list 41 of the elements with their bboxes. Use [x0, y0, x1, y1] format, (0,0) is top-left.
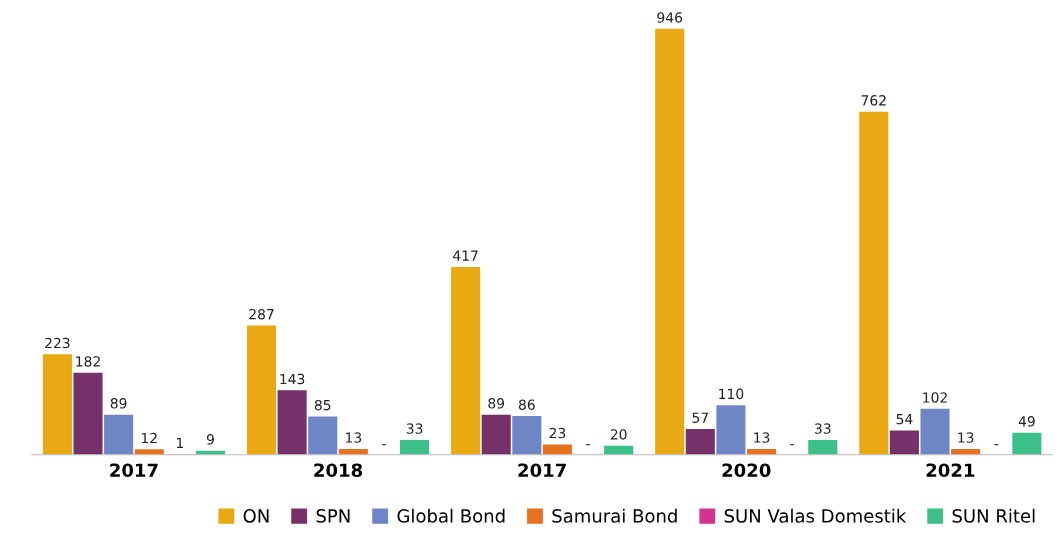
data-label: 86: [518, 399, 535, 410]
legend-label: SUN Valas Domestik: [724, 508, 907, 523]
data-label: 85: [314, 399, 331, 411]
data-label: 9: [206, 434, 214, 445]
data-label: 33: [814, 423, 831, 434]
x-tick-label: 2018: [314, 463, 363, 478]
data-label: 13: [958, 432, 974, 443]
text: -: [382, 444, 386, 446]
legend-label: Samurai Bond: [552, 508, 677, 523]
text: -: [586, 444, 590, 446]
text: -: [790, 444, 794, 446]
legend-label: SUN Ritel: [952, 508, 1035, 523]
data-label: 13: [346, 432, 362, 443]
data-label: 57: [692, 412, 708, 423]
data-label: 102: [923, 392, 947, 403]
data-label: 20: [610, 429, 627, 440]
data-label: 12: [141, 432, 157, 444]
data-label: 762: [861, 95, 886, 106]
legend-label: SPN: [316, 509, 350, 523]
data-label: 49: [1018, 416, 1035, 427]
x-tick-label: 2017: [110, 463, 158, 478]
data-label: 110: [719, 388, 744, 400]
data-label: 54: [896, 414, 913, 425]
data-label: 89: [110, 398, 127, 409]
data-label: 182: [76, 356, 100, 367]
x-tick-label: 2017: [518, 463, 566, 478]
data-label: 287: [249, 308, 274, 320]
data-label: 223: [45, 337, 70, 349]
legend-label: Global Bond: [397, 508, 505, 523]
data-label: 23: [549, 427, 566, 439]
data-label: 946: [657, 12, 683, 23]
data-label: 1: [176, 437, 183, 448]
data-label: 143: [280, 373, 305, 385]
data-label: 417: [453, 250, 478, 261]
x-tick-label: 2021: [926, 463, 975, 478]
text: -: [994, 444, 999, 446]
data-label: 13: [754, 432, 770, 443]
x-tick-label: 2020: [722, 463, 771, 478]
data-label: 33: [406, 423, 423, 434]
data-label: 89: [488, 398, 505, 409]
legend-label: ON: [243, 509, 269, 523]
